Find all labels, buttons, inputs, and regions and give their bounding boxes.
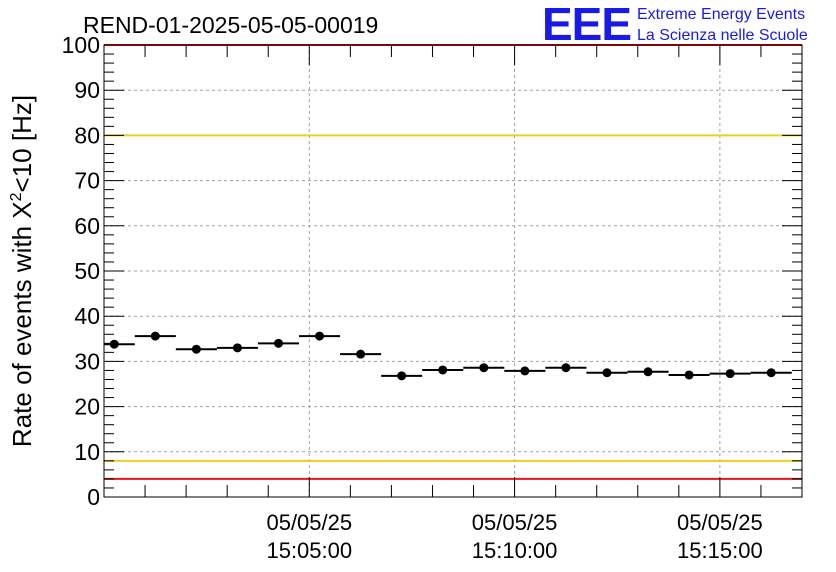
data-point (356, 349, 366, 359)
logo-line-2: La Scienza nelle Scuole (637, 27, 808, 44)
data-point (643, 367, 653, 377)
data-point (232, 343, 242, 353)
data-points (104, 331, 792, 381)
x-tick-labels: 05/05/25 15:05:00 05/05/25 15:10:00 05/05/25… (266, 510, 762, 563)
grid-lines (104, 45, 802, 497)
x-tick-date: 05/05/25 (266, 510, 352, 535)
y-tick-label: 0 (87, 484, 100, 510)
y-tick-label: 10 (74, 439, 100, 465)
y-axis-label-main: Rate of events with X (7, 201, 37, 447)
y-tick-label: 100 (62, 32, 100, 58)
data-point (602, 368, 612, 378)
y-axis-label-sup: 2 (8, 192, 25, 201)
y-tick-label: 50 (74, 258, 100, 284)
y-tick-labels: 0 10 20 30 40 50 60 70 80 90 100 (62, 32, 100, 510)
x-tick-time: 15:05:00 (266, 538, 352, 563)
reference-lines (104, 44, 802, 480)
data-point (438, 365, 448, 375)
data-point (315, 331, 325, 341)
data-point (397, 371, 407, 381)
axis-ticks (103, 44, 803, 498)
data-point (274, 338, 283, 348)
x-tick-date: 05/05/25 (677, 510, 763, 535)
data-point (766, 368, 776, 378)
logo-line-1: Extreme Energy Events (637, 6, 805, 23)
y-tick-label: 20 (74, 394, 100, 420)
y-tick-label: 60 (74, 213, 100, 239)
data-point (150, 331, 160, 341)
data-point (725, 369, 735, 379)
x-tick-time: 15:10:00 (472, 538, 558, 563)
data-point (561, 363, 571, 373)
y-tick-label: 80 (74, 122, 100, 148)
y-tick-label: 70 (74, 168, 100, 194)
data-point (479, 363, 489, 373)
y-axis-label: Rate of events with X2<10 [Hz] (7, 95, 37, 447)
chart-title: REND-01-2025-05-05-00019 (83, 12, 378, 38)
y-axis-label-tail: <10 [Hz] (7, 95, 37, 193)
x-tick-date: 05/05/25 (472, 510, 558, 535)
y-tick-label: 40 (74, 303, 100, 329)
y-tick-label: 90 (74, 77, 100, 103)
eee-logo: EEE Extreme Energy Events La Scienza nel… (542, 0, 808, 50)
logo-mark: EEE (542, 0, 631, 50)
data-point (191, 344, 201, 354)
data-point (109, 339, 119, 349)
data-point (684, 370, 694, 380)
x-tick-time: 15:15:00 (677, 538, 763, 563)
y-tick-label: 30 (74, 348, 100, 374)
data-point (520, 366, 530, 376)
